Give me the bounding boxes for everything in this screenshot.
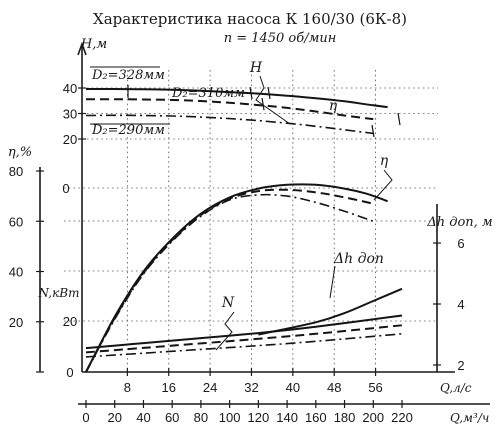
tick-label-N-0: 0 — [66, 365, 73, 380]
axis-H-arrow — [77, 41, 87, 56]
tick-label-H-30: 30 — [63, 107, 77, 122]
axis-label-Q-lps: Q,л/с — [440, 381, 472, 395]
range-mark-0 — [249, 86, 253, 100]
tick-label-Qlps-24: 24 — [203, 380, 217, 395]
curve-label-dh: Δh доп — [333, 251, 384, 267]
axis-label-Q-m3h: Q,м³/ч — [450, 411, 489, 425]
range-mark-4 — [267, 86, 271, 100]
series-1-H-line — [86, 98, 374, 121]
tick-label-H-20: 20 — [63, 132, 77, 147]
tick-label-Qm3h-200: 200 — [362, 410, 384, 425]
impeller-label-328: D₂=328мм — [91, 68, 165, 83]
tick-label-Qm3h-180: 180 — [334, 410, 356, 425]
tick-label-Qm3h-220: 220 — [391, 410, 413, 425]
series-5-eta-line — [85, 193, 374, 373]
tick-label-Qlps-32: 32 — [244, 380, 258, 395]
tick-label-eta-80: 80 — [9, 164, 23, 179]
tick-label-dh-4: 4 — [457, 297, 464, 312]
tick-label-Qm3h-80: 80 — [194, 410, 208, 425]
series-6-N-line — [85, 314, 403, 350]
tick-label-Qm3h-20: 20 — [107, 410, 121, 425]
leader-eta — [373, 169, 393, 201]
tick-label-dh-2: 2 — [457, 358, 464, 373]
tick-label-Qm3h-100: 100 — [219, 410, 241, 425]
tick-label-Qm3h-0: 0 — [82, 410, 89, 425]
tick-label-Qlps-8: 8 — [124, 380, 131, 395]
series-8-N-line — [85, 333, 403, 358]
axis-label-dh: Δh доп, м — [426, 215, 492, 230]
range-mark-1 — [261, 97, 265, 111]
chart-title: Характеристика насоса К 160/30 (6К-8) — [93, 10, 407, 28]
tick-label-Qlps-56: 56 — [368, 380, 382, 395]
tick-label-Qm3h-60: 60 — [165, 410, 179, 425]
series-7-N-line — [85, 324, 403, 354]
range-mark-3 — [397, 112, 401, 126]
leader-H — [255, 75, 291, 125]
curve-label-N: N — [221, 295, 235, 311]
series-3-eta-line — [85, 183, 388, 373]
curve-label-eta-H: η — [329, 98, 338, 114]
leader-N — [215, 311, 235, 351]
tick-label-Qm3h-140: 140 — [276, 410, 298, 425]
leader-dh — [329, 265, 336, 299]
curve-label-H: H — [249, 60, 263, 76]
axis-label-H: H,м — [80, 37, 107, 52]
tick-label-Qm3h-40: 40 — [136, 410, 150, 425]
tick-label-eta-60: 60 — [9, 214, 23, 229]
series-0-H-line — [86, 88, 388, 109]
axis-label-eta: η,% — [8, 145, 32, 160]
tick-label-Qlps-48: 48 — [327, 380, 341, 395]
tick-label-H-40: 40 — [63, 81, 77, 96]
tick-label-Qm3h-120: 120 — [248, 410, 270, 425]
eta-zero-label: 0 — [62, 181, 69, 196]
tick-label-Qlps-40: 40 — [286, 380, 300, 395]
tick-label-eta-20: 20 — [9, 315, 23, 330]
impeller-label-310: D₂=310мм — [171, 86, 245, 101]
tick-label-Qm3h-160: 160 — [305, 410, 327, 425]
axis-label-N: N,кВт — [38, 286, 80, 300]
range-mark-2 — [371, 124, 375, 138]
curve-label-eta: η — [380, 153, 389, 169]
tick-label-Qlps-16: 16 — [162, 380, 176, 395]
chart-subtitle: n = 1450 об/мин — [224, 31, 337, 46]
series-9-dh-line — [258, 287, 403, 336]
tick-label-dh-6: 6 — [457, 236, 464, 251]
tick-label-N-20: 20 — [63, 314, 77, 329]
series-2-H-line — [85, 114, 374, 135]
impeller-label-290: D₂=290мм — [91, 123, 165, 138]
tick-label-eta-40: 40 — [9, 265, 23, 280]
